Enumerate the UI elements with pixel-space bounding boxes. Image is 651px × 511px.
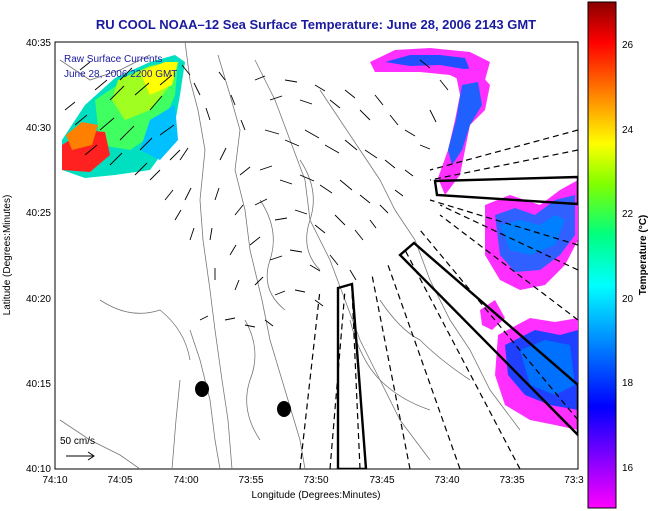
station-marker-2 bbox=[277, 401, 291, 417]
colorbar-label: Temperature (°C) bbox=[638, 215, 649, 296]
sst-patch-east bbox=[480, 180, 578, 330]
colorbar-tick-label: 26 bbox=[622, 40, 634, 51]
x-tick-label: 73:50 bbox=[303, 475, 328, 486]
x-tick-label: 73:35 bbox=[499, 475, 524, 486]
colorbar-tick-label: 16 bbox=[622, 463, 634, 474]
sst-patch-southeast bbox=[495, 318, 578, 430]
y-axis-label: Latitude (Degrees:Minutes) bbox=[2, 195, 13, 316]
y-tick-label: 40:10 bbox=[26, 464, 51, 475]
colorbar: 26 24 22 20 18 16 Temperature (°C) bbox=[587, 1, 649, 509]
scale-arrow bbox=[66, 451, 95, 461]
x-tick-label: 74:10 bbox=[42, 475, 67, 486]
x-tick-label: 74:05 bbox=[107, 475, 132, 486]
station-marker-1 bbox=[195, 381, 209, 397]
y-tick-label: 40:15 bbox=[26, 379, 51, 390]
y-tick-label: 40:20 bbox=[26, 294, 51, 305]
y-axis: 40:35 40:30 40:25 40:20 40:15 40:10 Lati… bbox=[2, 38, 51, 475]
colorbar-gradient bbox=[587, 1, 617, 509]
y-tick-label: 40:25 bbox=[26, 208, 51, 219]
x-axis: 74:10 74:05 74:00 73:55 73:50 73:45 73:4… bbox=[42, 475, 584, 501]
colorbar-tick-label: 22 bbox=[622, 209, 634, 220]
x-tick-label: 74:00 bbox=[173, 475, 198, 486]
survey-box-east bbox=[433, 175, 578, 206]
scale-label: 50 cm/s bbox=[60, 436, 95, 447]
x-tick-label: 73:40 bbox=[434, 475, 459, 486]
x-tick-label: 73:55 bbox=[238, 475, 263, 486]
map-title: RU COOL NOAA–12 Sea Surface Temperature:… bbox=[96, 17, 536, 32]
x-tick-label: 73:3 bbox=[564, 475, 584, 486]
sst-patch-northwest bbox=[62, 55, 185, 178]
x-axis-label: Longitude (Degrees:Minutes) bbox=[252, 490, 381, 501]
survey-dashed-lines bbox=[299, 129, 578, 469]
sst-patch-northeast bbox=[370, 48, 490, 195]
legend-line-1: Raw Surface Currents bbox=[64, 54, 162, 65]
y-tick-label: 40:30 bbox=[26, 123, 51, 134]
y-tick-label: 40:35 bbox=[26, 38, 51, 49]
legend-line-2: June 28, 2006 2200 GMT bbox=[64, 69, 177, 80]
current-vectors bbox=[64, 59, 449, 328]
colorbar-tick-label: 18 bbox=[622, 378, 634, 389]
x-tick-label: 73:45 bbox=[369, 475, 394, 486]
survey-box-southeast bbox=[398, 241, 578, 437]
colorbar-tick-label: 24 bbox=[622, 125, 634, 136]
survey-box-south bbox=[336, 282, 368, 469]
colorbar-tick-label: 20 bbox=[622, 294, 634, 305]
